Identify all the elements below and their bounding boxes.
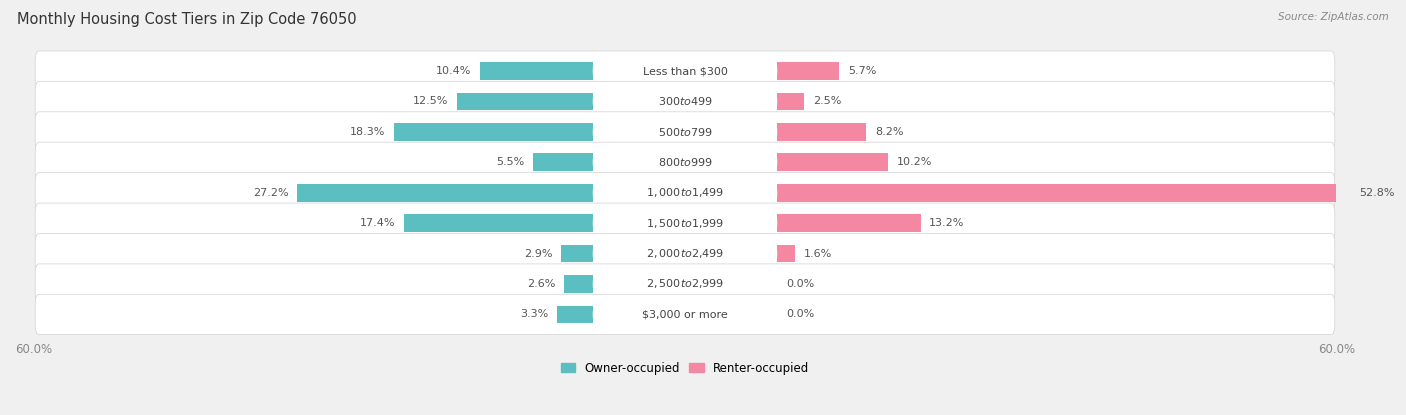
Legend: Owner-occupied, Renter-occupied: Owner-occupied, Renter-occupied <box>561 361 810 375</box>
Text: $2,000 to $2,499: $2,000 to $2,499 <box>645 247 724 260</box>
Text: Source: ZipAtlas.com: Source: ZipAtlas.com <box>1278 12 1389 22</box>
FancyBboxPatch shape <box>35 51 1334 91</box>
Bar <box>778 123 866 141</box>
Text: $2,500 to $2,999: $2,500 to $2,999 <box>645 278 724 290</box>
Text: 2.6%: 2.6% <box>527 279 555 289</box>
Text: 10.4%: 10.4% <box>436 66 471 76</box>
Bar <box>778 245 794 262</box>
FancyBboxPatch shape <box>593 123 778 141</box>
Text: 2.9%: 2.9% <box>524 249 553 259</box>
Text: $300 to $499: $300 to $499 <box>658 95 713 107</box>
Text: 10.2%: 10.2% <box>897 157 932 167</box>
Text: 0.0%: 0.0% <box>786 310 814 320</box>
Bar <box>404 214 593 232</box>
FancyBboxPatch shape <box>35 294 1334 334</box>
Text: $1,000 to $1,499: $1,000 to $1,499 <box>645 186 724 199</box>
Bar <box>561 245 593 262</box>
FancyBboxPatch shape <box>35 234 1334 273</box>
Text: 13.2%: 13.2% <box>929 218 965 228</box>
Bar <box>564 275 593 293</box>
Text: 18.3%: 18.3% <box>350 127 385 137</box>
FancyBboxPatch shape <box>593 62 778 80</box>
Text: 52.8%: 52.8% <box>1360 188 1395 198</box>
Text: $800 to $999: $800 to $999 <box>658 156 713 168</box>
Bar <box>778 214 921 232</box>
Bar <box>778 93 804 110</box>
Text: 12.5%: 12.5% <box>413 96 449 106</box>
FancyBboxPatch shape <box>593 154 778 171</box>
Text: 3.3%: 3.3% <box>520 310 548 320</box>
FancyBboxPatch shape <box>593 245 778 262</box>
Bar <box>778 184 1351 202</box>
Bar <box>778 154 889 171</box>
FancyBboxPatch shape <box>35 81 1334 122</box>
Text: 2.5%: 2.5% <box>813 96 841 106</box>
Bar <box>479 62 593 80</box>
FancyBboxPatch shape <box>35 203 1334 243</box>
Text: $1,500 to $1,999: $1,500 to $1,999 <box>645 217 724 229</box>
Text: $500 to $799: $500 to $799 <box>658 126 713 138</box>
FancyBboxPatch shape <box>35 112 1334 152</box>
FancyBboxPatch shape <box>35 173 1334 213</box>
Text: 5.5%: 5.5% <box>496 157 524 167</box>
FancyBboxPatch shape <box>593 214 778 232</box>
Text: 8.2%: 8.2% <box>875 127 904 137</box>
FancyBboxPatch shape <box>35 142 1334 182</box>
Bar <box>457 93 593 110</box>
Text: 27.2%: 27.2% <box>253 188 288 198</box>
FancyBboxPatch shape <box>593 184 778 202</box>
FancyBboxPatch shape <box>35 264 1334 304</box>
Text: 0.0%: 0.0% <box>786 279 814 289</box>
Bar <box>394 123 593 141</box>
Bar <box>298 184 593 202</box>
FancyBboxPatch shape <box>593 275 778 293</box>
Text: Less than $300: Less than $300 <box>643 66 727 76</box>
Text: 5.7%: 5.7% <box>848 66 876 76</box>
FancyBboxPatch shape <box>593 305 778 323</box>
Bar <box>557 305 593 323</box>
Text: Monthly Housing Cost Tiers in Zip Code 76050: Monthly Housing Cost Tiers in Zip Code 7… <box>17 12 357 27</box>
Bar <box>778 62 839 80</box>
FancyBboxPatch shape <box>593 93 778 110</box>
Text: 17.4%: 17.4% <box>360 218 395 228</box>
Text: 1.6%: 1.6% <box>803 249 831 259</box>
Text: $3,000 or more: $3,000 or more <box>643 310 728 320</box>
Bar <box>533 154 593 171</box>
